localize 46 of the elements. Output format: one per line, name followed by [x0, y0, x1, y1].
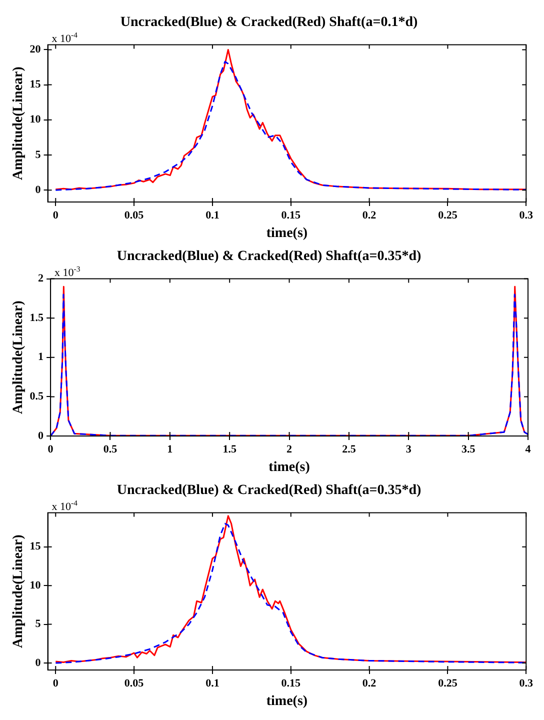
- x-tick-label: 0.3: [519, 677, 534, 690]
- chart-title: Uncracked(Blue) & Cracked(Red) Shaft(a=0.1*d): [120, 15, 418, 30]
- x-tick-label: 2: [286, 443, 293, 456]
- x-tick-label: 3.5: [461, 443, 476, 456]
- y-tick-label: 0.5: [30, 390, 44, 403]
- y-tick-label: 20: [30, 44, 42, 56]
- x-tick-label: 4: [525, 443, 532, 456]
- y-tick-label: 1: [38, 351, 44, 364]
- x-tick-label: 2.5: [342, 443, 356, 456]
- y-tick-label: 15: [30, 78, 42, 91]
- x-axis-title: time(s): [266, 226, 308, 242]
- x-tick-label: 1.5: [222, 443, 237, 456]
- x-tick-label: 0.15: [281, 209, 302, 222]
- x-tick-label: 0.5: [103, 443, 118, 456]
- x-tick-label: 0.2: [362, 677, 377, 690]
- x-tick-label: 0.05: [124, 209, 144, 222]
- x-axis-title: time(s): [266, 694, 308, 710]
- y-axis-title: Amplitude(Linear): [11, 66, 26, 180]
- y-axis-title: Amplitude(Linear): [11, 534, 26, 648]
- y-tick-label: 5: [35, 148, 42, 161]
- x-tick-label: 0.25: [438, 209, 458, 222]
- y-tick-label: 1.5: [30, 312, 44, 324]
- x-axis-title: time(s): [268, 460, 310, 476]
- y-tick-label: 10: [30, 114, 42, 126]
- y-tick-label: 0: [35, 656, 42, 669]
- y-tick-label: 15: [30, 540, 42, 553]
- chart-title: Uncracked(Blue) & Cracked(Red) Shaft(a=0.35*d): [116, 249, 422, 264]
- y-tick-label: 0: [35, 184, 42, 196]
- y-tick-label: 2: [38, 272, 44, 285]
- x-tick-label: 0: [52, 209, 59, 222]
- x-tick-label: 0.1: [206, 209, 220, 222]
- x-tick-label: 1: [167, 443, 173, 456]
- x-tick-label: 0: [48, 443, 54, 456]
- x-tick-label: 0: [52, 677, 59, 690]
- chart-title: Uncracked(Blue) & Cracked(Red) Shaft(a=0.35*d): [116, 483, 422, 498]
- x-tick-label: 0.2: [362, 209, 377, 222]
- x-tick-label: 0.15: [281, 677, 302, 690]
- x-tick-label: 0.3: [519, 209, 534, 222]
- x-tick-label: 3: [406, 443, 412, 456]
- x-tick-label: 0.1: [206, 677, 220, 690]
- x-tick-label: 0.25: [438, 677, 458, 690]
- y-tick-label: 0: [38, 430, 44, 442]
- y-tick-label: 10: [30, 579, 42, 592]
- x-tick-label: 0.05: [124, 677, 144, 690]
- y-axis-title: Amplitude(Linear): [11, 300, 26, 414]
- y-tick-label: 5: [35, 618, 42, 630]
